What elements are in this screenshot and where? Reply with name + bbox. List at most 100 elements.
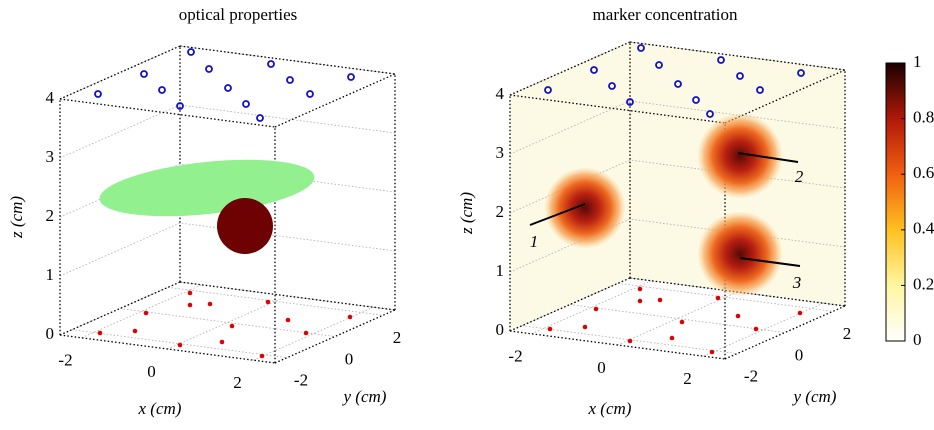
colorbar-tick-label: 0.4 — [913, 219, 934, 238]
x-tick-label: -2 — [508, 347, 522, 366]
detector — [177, 342, 183, 348]
grid-line — [617, 282, 834, 312]
detector — [582, 324, 588, 330]
detector — [627, 338, 633, 344]
source — [797, 69, 805, 77]
box-edge — [59, 98, 276, 128]
source — [140, 70, 148, 78]
z-tick-label: 2 — [496, 202, 505, 221]
detector — [132, 328, 138, 334]
y-tick-label: 0 — [795, 345, 804, 364]
detector — [97, 330, 103, 336]
colorbar-tick-label: 0.2 — [913, 274, 934, 293]
z-tick-label: 1 — [46, 265, 55, 284]
annotation: 1 — [530, 232, 539, 251]
grid-line — [531, 280, 652, 335]
x-axis-label: x (cm) — [138, 399, 182, 418]
source — [242, 100, 250, 108]
detector — [735, 313, 741, 319]
grid-line — [703, 302, 824, 357]
grid-line — [253, 306, 374, 361]
detector — [593, 306, 599, 312]
detector — [303, 330, 309, 336]
colorbar-tick-label: 0.6 — [913, 163, 934, 182]
source — [267, 60, 275, 68]
source — [306, 90, 314, 98]
detector — [187, 302, 193, 308]
marker-blob — [698, 212, 782, 296]
detector — [547, 326, 553, 332]
source — [544, 86, 552, 94]
detector — [207, 301, 213, 307]
box-edge — [629, 41, 846, 71]
x-tick-label: 2 — [233, 373, 242, 392]
x-tick-label: 2 — [683, 369, 692, 388]
z-tick-label: 4 — [496, 84, 505, 103]
source — [176, 102, 184, 110]
inclusion — [217, 198, 273, 254]
detector — [679, 319, 685, 325]
panel-title: marker concentration — [593, 5, 738, 24]
detector — [187, 290, 193, 296]
y-tick-label: 2 — [393, 328, 402, 347]
annotation: 2 — [795, 167, 804, 186]
grid-line — [59, 281, 396, 336]
z-tick-label: 0 — [496, 320, 505, 339]
source — [736, 72, 744, 80]
source — [590, 66, 598, 74]
source — [717, 56, 725, 64]
annotation-pointer — [739, 257, 801, 267]
source — [158, 86, 166, 94]
source — [205, 65, 213, 73]
x-tick-label: -2 — [58, 351, 72, 370]
grid-line — [59, 104, 396, 159]
annotation-pointer — [529, 203, 586, 226]
detector — [285, 317, 291, 323]
z-tick-label: 3 — [46, 147, 55, 166]
source — [626, 98, 634, 106]
z-tick-label: 4 — [46, 88, 55, 107]
source — [94, 90, 102, 98]
y-tick-label: 2 — [843, 324, 852, 343]
panel-title: optical properties — [179, 5, 298, 24]
z-axis-label: z (cm) — [7, 196, 26, 239]
source — [655, 61, 663, 69]
grid-line — [71, 329, 288, 359]
box-edge — [59, 334, 276, 364]
grid-line — [167, 286, 384, 316]
grid-line — [521, 325, 738, 355]
grid-line — [167, 295, 288, 350]
source — [256, 114, 264, 122]
z-tick-label: 1 — [496, 261, 505, 280]
source — [637, 44, 645, 52]
z-tick-label: 2 — [46, 206, 55, 225]
detector — [797, 310, 803, 316]
box-edge — [509, 330, 726, 360]
source — [608, 82, 616, 90]
box-edge — [179, 45, 396, 75]
x-tick-label: 0 — [147, 362, 156, 381]
colorbar-tick-label: 0 — [913, 330, 922, 349]
source — [286, 76, 294, 84]
box-edge — [59, 45, 181, 100]
z-tick-label: 0 — [46, 324, 55, 343]
source — [692, 96, 700, 104]
detector — [637, 286, 643, 292]
grid-line — [119, 308, 336, 337]
y-tick-label: -2 — [294, 371, 308, 390]
annotation-pointer — [737, 152, 799, 163]
detector — [219, 339, 225, 345]
tissue-region — [99, 159, 315, 217]
y-tick-label: 0 — [345, 349, 354, 368]
x-axis-label: x (cm) — [588, 399, 632, 418]
detector — [709, 349, 715, 355]
y-axis-label: y (cm) — [342, 387, 387, 406]
source — [756, 86, 764, 94]
colorbar — [885, 62, 906, 342]
grid-line — [81, 284, 202, 339]
detector — [143, 310, 149, 316]
annotation: 3 — [792, 273, 802, 292]
